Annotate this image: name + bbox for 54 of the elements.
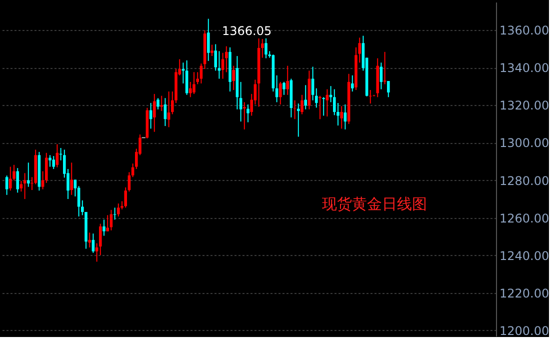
candlestick [113, 207, 116, 220]
candlestick [311, 66, 314, 101]
candlestick [102, 219, 106, 236]
candlestick [246, 104, 250, 123]
candlestick [27, 162, 30, 188]
candlestick [52, 156, 55, 170]
y-tick-label: 1220.00 [500, 286, 550, 300]
candlestick [20, 180, 23, 192]
candlestick [232, 65, 235, 91]
candlestick [117, 203, 120, 217]
y-tick-label: 1360.00 [500, 24, 550, 38]
candlestick [279, 81, 282, 105]
candlestick [48, 154, 52, 168]
candlestick [286, 65, 289, 96]
candlestick [326, 88, 329, 117]
candlestick [153, 93, 156, 132]
candlestick [243, 102, 246, 130]
candlestick [387, 80, 390, 98]
candlestick [322, 96, 325, 116]
y-tick-label: 1320.00 [500, 98, 550, 113]
text: 现货黄金日线图 [322, 195, 427, 213]
y-tick-label: 1260.00 [500, 211, 550, 226]
candlestick [318, 95, 322, 120]
candlestick [16, 168, 19, 194]
candlestick [239, 81, 242, 122]
candlestick [5, 175, 8, 196]
candlestick [221, 52, 224, 80]
candlestick [304, 84, 307, 110]
candlestick [297, 103, 300, 138]
candlestick [293, 100, 296, 120]
y-tick-label: 1200.00 [500, 324, 550, 338]
candlestick [300, 94, 304, 115]
candlestick [110, 209, 113, 231]
candlestick [88, 232, 91, 248]
candlestick [351, 74, 354, 92]
candlestick [70, 162, 73, 196]
y-tick-label: 1300.00 [500, 136, 550, 150]
candlestick [9, 166, 12, 192]
annotation: 1366.05 [222, 24, 272, 38]
candlestick [156, 98, 160, 110]
y-tick-label: 1240.00 [500, 248, 550, 263]
candlestick [340, 106, 343, 130]
candlestick [192, 72, 196, 94]
y-tick-label: 1340.00 [500, 61, 550, 76]
candlestick [160, 95, 163, 112]
candlestick [369, 90, 372, 104]
candlestick [282, 81, 286, 96]
candlestick [380, 62, 383, 90]
candlestick [207, 18, 210, 62]
candlestick [92, 233, 95, 254]
y-tick-label: 1280.00 [500, 174, 550, 188]
candlestick [210, 44, 214, 57]
candlestick [264, 38, 268, 59]
candlestick [383, 51, 386, 85]
